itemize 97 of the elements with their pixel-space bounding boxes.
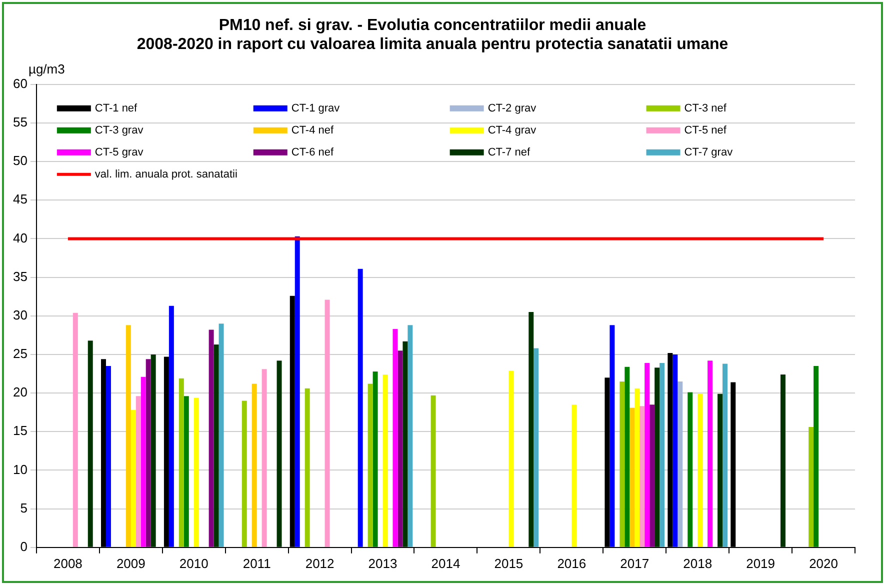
y-tick-label: 0 [20,538,28,554]
bar [650,404,655,547]
bar [368,384,373,547]
bar [72,312,78,547]
y-tick-label: 15 [12,423,28,438]
x-tick-label: 2013 [368,556,398,571]
legend-label: CT-5 grav [94,146,144,158]
x-tick-label: 2019 [746,556,776,571]
bar [392,329,398,547]
bar [430,395,436,547]
bar [508,370,514,547]
y-tick-label: 45 [12,192,28,207]
y-tick-label: 25 [12,346,28,362]
y-tick-label: 60 [12,76,28,91]
y-tick-label: 35 [12,268,28,284]
bar [688,392,693,547]
x-tick-label: 2018 [683,556,712,571]
bar [654,368,660,547]
bar [294,236,300,547]
bar [382,374,388,547]
bar [136,396,141,547]
bar [534,348,539,547]
bar [252,384,257,547]
x-tick-label: 2010 [179,556,208,571]
bar [358,268,363,547]
bar [150,354,156,547]
x-tick-label: 2014 [431,556,460,571]
bar [634,388,640,547]
y-tick-label: 20 [12,384,28,400]
bar [372,371,378,547]
bar [644,362,650,547]
bar [808,427,814,547]
bar [146,359,151,547]
bar [678,381,683,547]
legend-label: CT-2 grav [488,102,537,114]
bar [398,350,403,547]
legend-label: CT-6 nef [291,146,334,158]
bar [262,369,267,547]
y-tick-label: 10 [12,462,28,477]
bar [718,394,723,547]
legend-label: CT-3 nef [684,102,728,114]
bar [130,410,136,547]
bar [214,344,219,547]
x-tick-label: 2017 [620,556,650,571]
bar [408,325,413,547]
bar [208,330,214,547]
y-axis-title: µg/m3 [28,61,65,76]
y-tick-label: 40 [12,230,28,246]
bar [630,408,635,547]
bar [814,366,819,547]
legend-label: CT-7 nef [488,146,531,158]
legend-label: val. lim. anuala prot. sanatatii [94,168,238,180]
bar [218,324,224,547]
bar [126,325,131,547]
x-tick-label: 2020 [809,556,838,571]
bar [624,366,630,547]
bar [304,388,310,547]
legend-label: CT-5 nef [684,124,728,136]
bar [672,354,678,547]
y-tick-label: 30 [12,307,28,322]
bar [140,376,146,547]
bar [528,312,534,547]
y-tick-label: 55 [12,114,28,130]
bar [324,300,330,547]
bar [178,378,184,547]
legend-label: CT-1 nef [94,102,138,114]
bar [698,394,703,547]
x-tick-label: 2016 [557,556,586,571]
x-tick-label: 2012 [305,556,334,571]
bar [88,340,93,547]
bar [610,325,615,547]
chart-title: PM10 nef. si grav. - Evolutia concentratiilor medii anuale 2008-2020 in raport cu valoarea limita anuala pentru protectia sanatatii umane [136,17,728,54]
y-tick-label: 50 [12,153,28,168]
x-tick-label: 2008 [53,556,82,571]
bar [276,360,282,547]
bar [402,341,408,547]
legend-label: CT-1 grav [291,102,340,114]
bar [168,306,174,547]
legend-label: CT-4 nef [291,124,334,136]
bar [184,396,189,547]
bar [708,360,713,547]
bar [640,406,645,547]
bar [106,366,111,547]
bar [722,364,728,547]
x-tick-label: 2009 [116,556,146,571]
bar [242,400,247,547]
legend-label: CT-4 grav [488,124,537,136]
bar [780,374,786,547]
x-tick-label: 2015 [494,556,524,571]
x-tick-label: 2011 [242,556,271,571]
legend-label: CT-7 grav [684,146,734,158]
bar [620,381,625,547]
bar [572,404,577,547]
legend-label: CT-3 grav [94,124,144,136]
bar [660,362,665,547]
y-tick-label: 5 [20,500,28,516]
bar [194,398,199,547]
